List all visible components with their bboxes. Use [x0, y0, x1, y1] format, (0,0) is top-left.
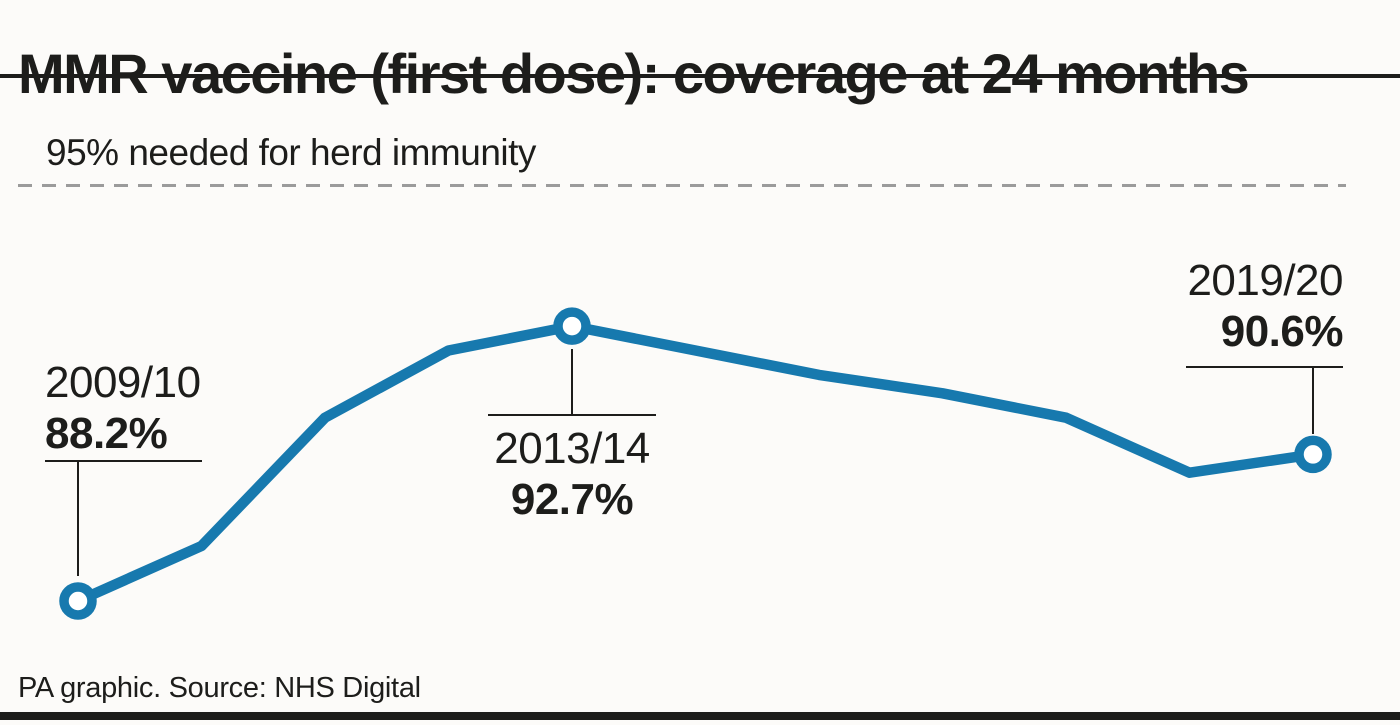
- callout-2009-10-leader: [77, 461, 79, 576]
- callout-value: 90.6%: [1220, 306, 1344, 356]
- callout-year: 2019/20: [1187, 256, 1343, 305]
- page-title: MMR vaccine (first dose): coverage at 24…: [18, 41, 1250, 106]
- callout-2019-20-leader: [1312, 367, 1314, 434]
- data-point-2013-14: [553, 307, 591, 345]
- page-title-bold: MMR vaccine (first dose):: [18, 41, 660, 105]
- source-credit: PA graphic. Source: NHS Digital: [18, 672, 421, 704]
- page-title-regular: coverage at 24 months: [658, 41, 1250, 105]
- coverage-line: [72, 320, 1319, 607]
- callout-2013-14-rule: [488, 414, 656, 416]
- callout-2009-10-rule: [45, 460, 202, 462]
- callout-year: 2013/14: [494, 424, 650, 473]
- callout-2019-20-rule: [1186, 366, 1343, 368]
- callout-2009-10: 2009/10 88.2%: [45, 358, 201, 459]
- callout-2013-14: 2013/14 92.7%: [397, 424, 747, 525]
- callout-2019-20: 2019/20 90.6%: [1018, 256, 1343, 357]
- data-point-2009-10: [59, 582, 97, 620]
- callout-year: 2009/10: [45, 358, 201, 407]
- title-divider: [0, 74, 1400, 78]
- callout-2013-14-leader: [571, 349, 573, 415]
- callout-value: 88.2%: [45, 408, 168, 458]
- bottom-divider: [0, 712, 1400, 720]
- data-point-2019-20: [1294, 435, 1332, 474]
- callout-value: 92.7%: [510, 474, 634, 524]
- herd-immunity-label: 95% needed for herd immunity: [46, 132, 536, 173]
